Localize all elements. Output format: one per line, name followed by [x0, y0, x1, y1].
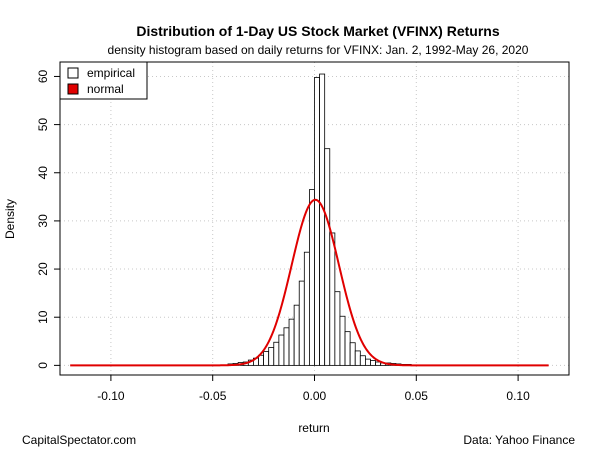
histogram-bar [329, 232, 336, 366]
histogram-bar [288, 318, 295, 366]
legend-swatch-normal [67, 83, 79, 95]
histogram-bar [314, 77, 320, 366]
histogram-bar [370, 360, 376, 366]
x-tick-label: 0.00 [303, 389, 327, 403]
footer-source-left: CapitalSpectator.com [22, 433, 136, 447]
histogram-bar [283, 327, 290, 366]
normal-density-line [70, 198, 549, 367]
histogram-empirical [227, 73, 412, 366]
y-tick-label: 20 [36, 262, 50, 276]
legend-label-empirical: empirical [87, 66, 135, 80]
histogram-bar [303, 251, 310, 366]
histogram-bar [349, 342, 356, 366]
normal-curve [70, 198, 549, 367]
histogram-bar [339, 315, 346, 366]
histogram-bar [273, 341, 280, 366]
y-tick-label: 60 [36, 69, 50, 83]
histogram-bar [344, 331, 351, 366]
legend-label-normal: normal [87, 82, 124, 96]
histogram-bar [268, 347, 275, 366]
x-tick-label: 0.10 [506, 389, 530, 403]
x-tick-label: 0.05 [405, 389, 429, 403]
histogram-bar [319, 73, 326, 366]
y-tick-label: 40 [36, 166, 50, 180]
y-axis-label: Density [3, 199, 17, 239]
x-tick-label: -0.10 [97, 389, 125, 403]
y-tick-label: 50 [36, 118, 50, 132]
chart-title: Distribution of 1-Day US Stock Market (V… [136, 23, 499, 39]
histogram-bar [293, 304, 300, 366]
histogram-bar [263, 351, 270, 366]
footer-source-right: Data: Yahoo Finance [463, 433, 575, 447]
legend: empirical normal [59, 61, 148, 100]
histogram-bar [324, 148, 331, 366]
y-tick-label: 10 [36, 310, 50, 324]
histogram-bar [278, 334, 285, 366]
histogram-bar [298, 280, 305, 366]
histogram-bar [359, 355, 366, 366]
histogram-bar [364, 358, 371, 366]
histogram-bar [354, 350, 361, 366]
x-axis-label: return [298, 421, 329, 435]
histogram-bar [334, 291, 341, 366]
chart-subtitle: density histogram based on daily returns… [108, 43, 529, 57]
x-tick-label: -0.05 [199, 389, 227, 403]
histogram-bar [309, 189, 315, 366]
x-axis: -0.10 -0.05 0.00 0.05 0.10 [97, 375, 530, 403]
y-axis: 0 10 20 30 40 50 60 [36, 69, 60, 369]
y-tick-label: 0 [36, 362, 50, 369]
legend-swatch-empirical [67, 67, 79, 79]
y-tick-label: 30 [36, 214, 50, 228]
